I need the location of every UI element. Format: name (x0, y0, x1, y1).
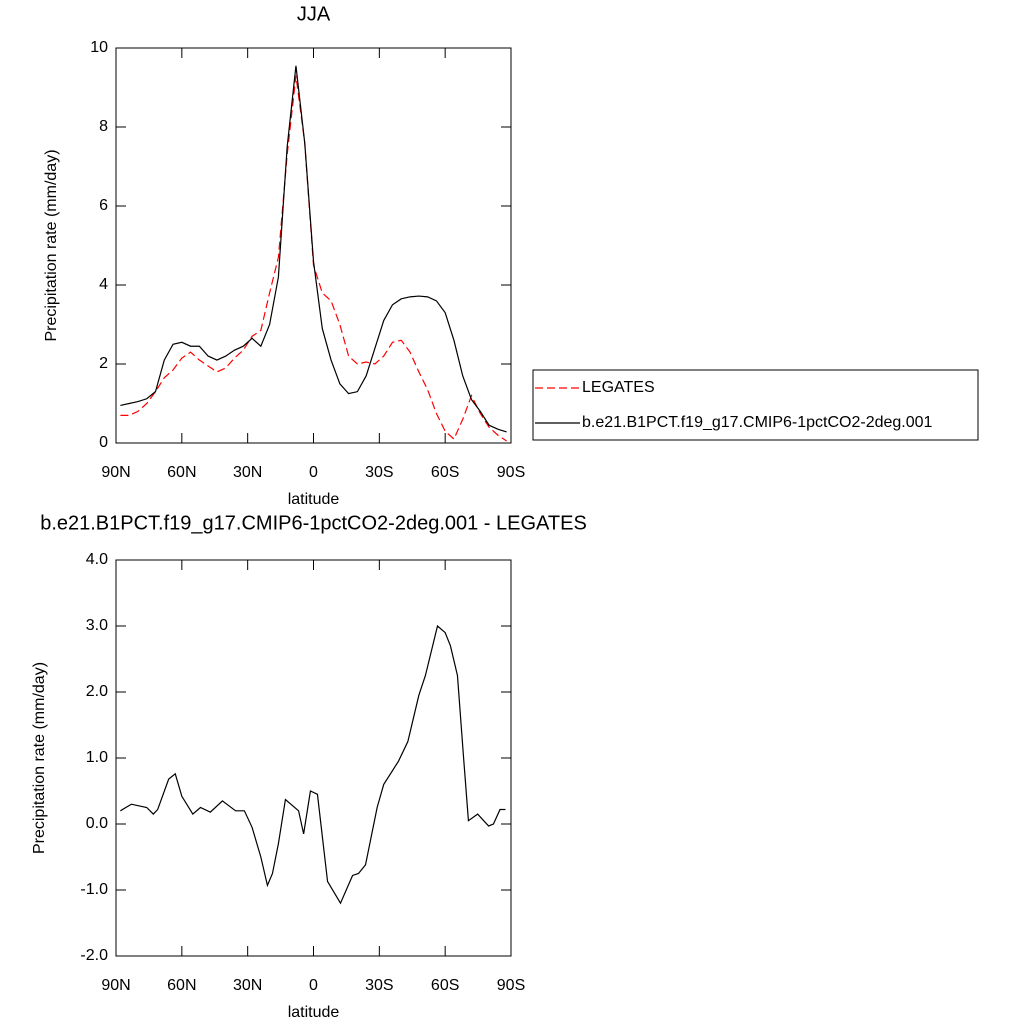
x-tick-label: 0 (309, 464, 318, 481)
x-tick-label: 0 (309, 977, 318, 994)
y-axis-label: Precipitation rate (mm/day) (31, 662, 48, 854)
y-tick-label: 3.0 (86, 617, 108, 634)
y-tick-label: -2.0 (80, 947, 108, 964)
y-tick-label: 4.0 (86, 551, 108, 568)
x-tick-label: 30S (365, 464, 393, 481)
x-tick-label: 30N (233, 464, 262, 481)
y-tick-label: 2 (99, 355, 108, 372)
x-tick-label: 60S (431, 464, 459, 481)
series-line (120, 65, 507, 433)
x-tick-label: 30N (233, 977, 262, 994)
legend-label: b.e21.B1PCT.f19_g17.CMIP6-1pctCO2-2deg.0… (582, 414, 933, 431)
x-tick-label: 90N (101, 977, 130, 994)
x-axis-label: latitude (288, 1004, 340, 1021)
y-tick-label: -1.0 (80, 881, 108, 898)
plot-frame (115, 47, 512, 444)
x-tick-label: 60S (431, 977, 459, 994)
x-tick-label: 90S (497, 977, 525, 994)
y-tick-label: 6 (99, 197, 108, 214)
legend-box (532, 369, 979, 441)
x-tick-label: 90N (101, 464, 130, 481)
x-axis-label: latitude (288, 491, 340, 508)
y-tick-label: 8 (99, 118, 108, 135)
y-tick-label: 10 (90, 39, 108, 56)
chart-title: JJA (297, 3, 331, 25)
plot-frame (115, 559, 512, 957)
data-line (120, 624, 506, 905)
y-tick-label: 1.0 (86, 749, 108, 766)
chart-title: b.e21.B1PCT.f19_g17.CMIP6-1pctCO2-2deg.0… (40, 512, 587, 534)
y-tick-label: 0 (99, 434, 108, 451)
y-axis-label: Precipitation rate (mm/day) (43, 149, 60, 341)
x-tick-label: 90S (497, 464, 525, 481)
y-tick-label: 0.0 (86, 815, 108, 832)
y-tick-label: 4 (99, 276, 108, 293)
x-tick-label: 30S (365, 977, 393, 994)
x-tick-label: 60N (167, 464, 196, 481)
y-tick-label: 2.0 (86, 683, 108, 700)
x-tick-label: 60N (167, 977, 196, 994)
legend-label: LEGATES (582, 379, 655, 396)
